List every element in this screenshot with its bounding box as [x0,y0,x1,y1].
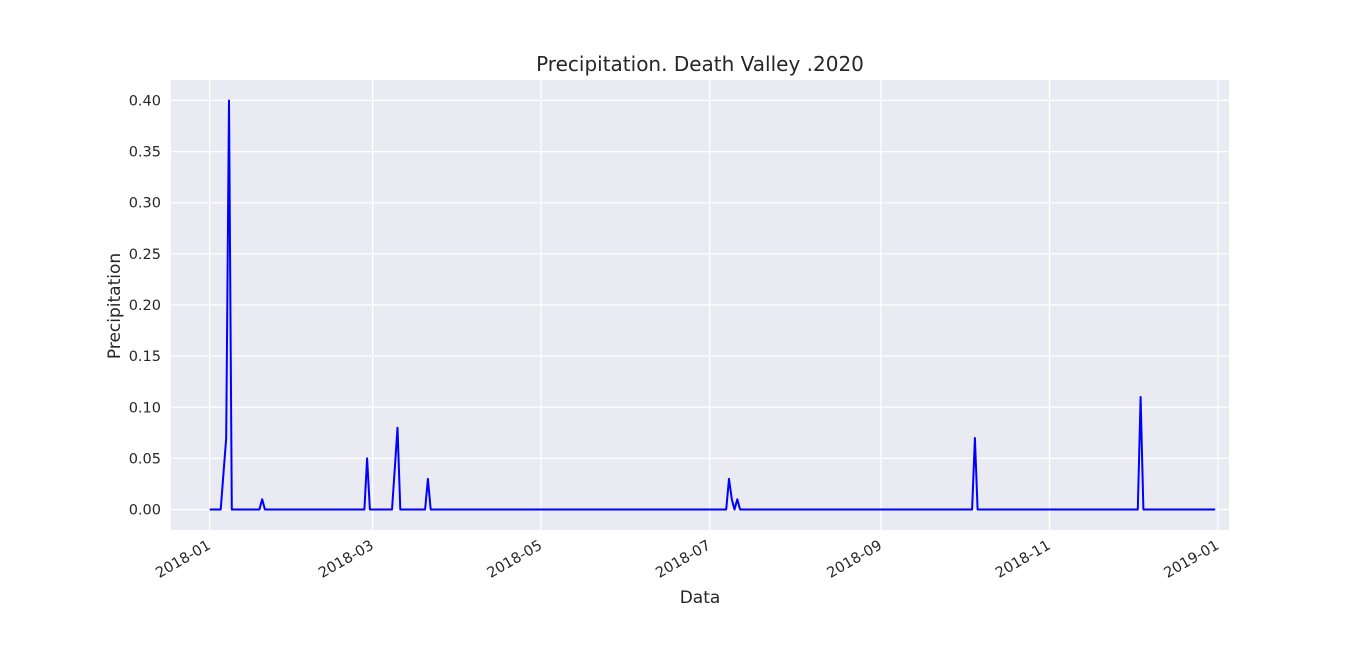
x-tick-label: 2018-03 [316,538,376,582]
x-tick-label: 2018-05 [485,538,545,582]
precipitation-line [209,99,1216,511]
x-tick-label: 2019-01 [1161,538,1221,582]
y-tick-label: 0.25 [129,247,161,263]
x-tick-label: 2018-09 [824,538,884,582]
x-tick-label: 2018-07 [653,538,713,582]
y-tick-label: 0.20 [129,298,161,314]
y-tick-label: 0.10 [129,400,161,416]
y-axis-label: Precipitation [105,253,125,359]
y-tick-label: 0.40 [129,93,161,109]
y-tick-label: 0.35 [129,145,161,161]
y-tick-label: 0.00 [129,503,161,519]
x-tick-label: 2018-01 [153,538,213,582]
grid [171,80,1229,530]
y-tick-label: 0.05 [129,451,161,467]
x-axis-label: Data [680,588,721,608]
y-tick-label: 0.30 [129,196,161,212]
x-tick-label: 2018-11 [993,538,1053,582]
chart-title: Precipitation. Death Valley .2020 [536,52,864,76]
x-axis-ticks: 2018-01 2018-03 2018-05 2018-07 2018-09 2018-… [153,538,1222,582]
y-axis-ticks: 0.00 0.05 0.10 0.15 0.20 0.25 0.30 0.35 0.40 [129,93,161,518]
y-tick-label: 0.15 [129,349,161,365]
